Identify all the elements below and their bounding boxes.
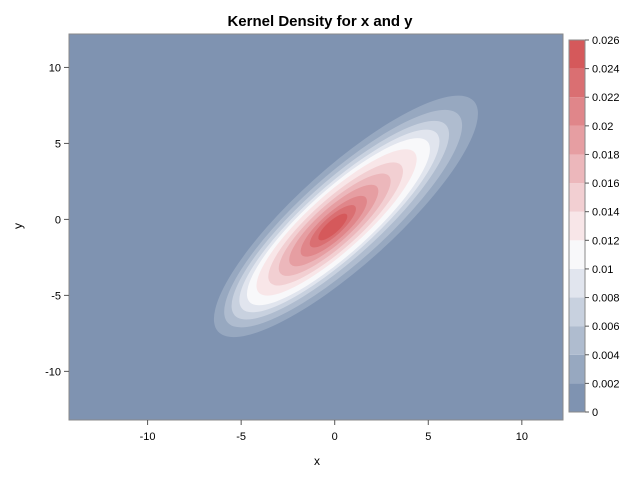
colorbar-tick-label: 0.004: [592, 350, 620, 362]
colorbar-swatch: [569, 125, 585, 155]
colorbar-tick-label: 0.026: [592, 35, 620, 47]
colorbar-swatch: [569, 154, 585, 184]
colorbar-swatch: [569, 354, 585, 384]
chart-title: Kernel Density for x and y: [227, 13, 413, 30]
y-axis: -10 -5 0 5 10: [45, 62, 69, 378]
x-tick-label: -10: [140, 431, 156, 443]
colorbar-swatch: [569, 326, 585, 355]
colorbar-tick-label: 0.014: [592, 207, 620, 219]
density-contour-band: [318, 213, 348, 241]
colorbar-swatch: [569, 268, 585, 298]
x-tick-label: 0: [332, 431, 338, 443]
colorbar-tick-label: 0.002: [592, 378, 620, 390]
x-tick-label: 10: [516, 431, 528, 443]
colorbar-tick-label: 0: [592, 407, 598, 419]
colorbar-swatch: [569, 297, 585, 327]
colorbar-frame: [568, 39, 586, 413]
x-axis-label: x: [314, 454, 320, 468]
colorbar-swatch: [569, 40, 585, 69]
colorbar-swatch: [569, 97, 585, 126]
colorbar-swatch: [569, 211, 585, 241]
y-tick-label: -10: [45, 366, 61, 378]
x-axis: -10 -5 0 5 10: [140, 420, 528, 443]
colorbar-tick-label: 0.01: [592, 264, 613, 276]
colorbar-legend: 0 0.002 0.004 0.006 0.008 0.01 0.012 0.014 0.016…: [568, 35, 620, 419]
colorbar-tick-label: 0.006: [592, 321, 620, 333]
plot-frame: [68, 33, 564, 421]
colorbar-swatch: [569, 183, 585, 212]
colorbar-tick-label: 0.016: [592, 178, 620, 190]
colorbar-swatch: [569, 240, 585, 269]
colorbar-tick-label: 0.024: [592, 64, 620, 76]
y-tick-label: 10: [49, 62, 61, 74]
y-tick-label: 5: [55, 138, 61, 150]
colorbar-tick-label: 0.022: [592, 92, 620, 104]
x-tick-label: 5: [425, 431, 431, 443]
colorbar-tick-label: 0.02: [592, 121, 613, 133]
colorbar-swatch: [569, 383, 585, 412]
plot-area: [68, 33, 564, 421]
y-axis-label: y: [11, 223, 25, 229]
x-tick-label: -5: [236, 431, 246, 443]
y-tick-label: 0: [55, 214, 61, 226]
colorbar-tick-label: 0.018: [592, 149, 620, 161]
colorbar-swatch: [569, 68, 585, 98]
y-tick-label: -5: [51, 290, 61, 302]
colorbar-tick-label: 0.012: [592, 235, 620, 247]
colorbar-tick-label: 0.008: [592, 293, 620, 305]
